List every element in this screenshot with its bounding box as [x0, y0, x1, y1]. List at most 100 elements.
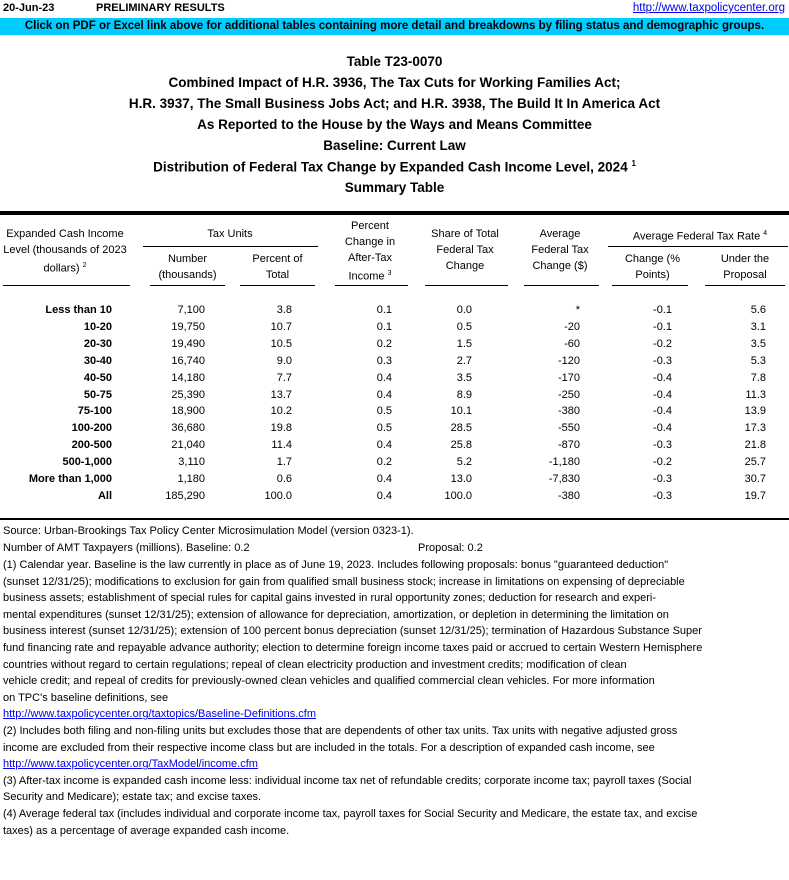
cell-income-level: 30-40 — [83, 354, 112, 367]
footnote-ref: 3 — [387, 270, 392, 277]
cell-rate-under-proposal: 5.3 — [750, 354, 766, 367]
cell-number: 16,740 — [171, 354, 205, 367]
title-text: Combined Impact of H.R. 3936, The Tax Cu… — [168, 75, 621, 90]
footnote-line: on TPC's baseline definitions, see — [3, 691, 169, 704]
footnote-line: mental expenditures (sunset 12/31/25); e… — [3, 608, 669, 621]
cell-rate-under-proposal: 11.3 — [745, 388, 766, 401]
cell-rate-under-proposal: 30.7 — [744, 473, 766, 485]
cell-rate-change: -0.2 — [653, 456, 672, 469]
cell-number: 185,290 — [165, 489, 205, 502]
title-line: Table T23-0070 — [0, 54, 789, 69]
cell-pct-change-after-tax: 0.1 — [376, 320, 392, 333]
footnote-line: (sunset 12/31/25); modifications to excl… — [3, 575, 685, 588]
cell-avg-tax-change: -7,830 — [548, 473, 580, 485]
footnote-line: countries without regard to certain regu… — [3, 658, 627, 671]
cell-pct-change-after-tax: 0.4 — [376, 439, 392, 452]
header-rule — [0, 211, 789, 215]
tpc-link[interactable]: http://www.taxpolicycenter.org — [632, 2, 785, 14]
cell-income-level: Less than 10 — [45, 304, 112, 316]
cell-number: 21,040 — [171, 439, 205, 452]
cell-rate-under-proposal: 3.1 — [750, 320, 766, 333]
cell-number: 14,180 — [171, 371, 205, 384]
cell-pct-change-after-tax: 0.2 — [376, 456, 392, 469]
cell-number: 25,390 — [171, 388, 205, 401]
column-underline — [240, 285, 315, 286]
title-text: Summary Table — [344, 180, 445, 195]
cell-pct-change-after-tax: 0.4 — [376, 489, 392, 502]
col-avg-rate: Average Federal Tax Rate 4 — [610, 226, 789, 245]
cell-share-of-change: 0.5 — [456, 320, 472, 333]
cell-rate-under-proposal: 25.7 — [744, 456, 766, 469]
cell-percent-of-total: 100.0 — [264, 489, 292, 502]
cell-number: 36,680 — [171, 422, 205, 435]
cell-share-of-change: 2.7 — [456, 354, 472, 367]
cell-income-level: 50-75 — [83, 388, 112, 401]
cell-rate-change: -0.4 — [653, 371, 672, 384]
cell-share-of-change: 3.5 — [456, 371, 472, 384]
col-rate-change: Change (% Points) — [624, 253, 681, 281]
title-line: Distribution of Federal Tax Change by Ex… — [0, 159, 789, 175]
footnote-link[interactable]: http://www.taxpolicycenter.org/TaxModel/… — [3, 758, 258, 771]
cell-pct-change-after-tax: 0.4 — [376, 388, 392, 401]
column-underline — [425, 285, 508, 286]
column-underline — [150, 285, 225, 286]
footnote-ref: 2 — [82, 262, 87, 269]
cell-number: 19,490 — [171, 337, 205, 350]
cell-pct-change-after-tax: 0.4 — [376, 473, 392, 485]
col-avg-rate-label: Average Federal Tax Rate — [632, 230, 761, 243]
cell-share-of-change: 10.1 — [450, 405, 472, 418]
cell-rate-change: -0.4 — [653, 422, 672, 435]
cell-avg-tax-change: -380 — [557, 405, 580, 418]
cell-share-of-change: 13.0 — [450, 473, 472, 485]
title-line: Combined Impact of H.R. 3936, The Tax Cu… — [0, 75, 789, 90]
footnote-ref: 4 — [763, 230, 768, 237]
underline — [608, 246, 788, 247]
cell-avg-tax-change: -20 — [564, 320, 580, 333]
banner: Click on PDF or Excel link above for add… — [0, 18, 789, 35]
cell-number: 1,180 — [177, 473, 205, 485]
cell-rate-under-proposal: 17.3 — [744, 422, 766, 435]
col-pct-change: Percent Change in After-Tax Income 3 — [332, 218, 408, 285]
cell-rate-change: -0.1 — [653, 304, 672, 316]
cell-pct-change-after-tax: 0.2 — [376, 337, 392, 350]
amt-note: Number of AMT Taxpayers (millions). Base… — [3, 542, 250, 554]
title-text: Baseline: Current Law — [323, 138, 466, 153]
footnote-line: (3) After-tax income is expanded cash in… — [3, 774, 692, 787]
cell-percent-of-total: 11.4 — [271, 439, 292, 452]
cell-percent-of-total: 7.7 — [276, 371, 292, 384]
cell-rate-change: -0.3 — [653, 439, 672, 452]
cell-income-level: 500-1,000 — [62, 456, 112, 469]
cell-rate-change: -0.1 — [653, 320, 672, 333]
cell-income-level: 75-100 — [77, 405, 112, 418]
cell-pct-change-after-tax: 0.5 — [376, 422, 392, 435]
footnote-line: income are excluded from their respectiv… — [3, 741, 655, 754]
cell-rate-under-proposal: 5.6 — [750, 304, 766, 316]
cell-income-level: 200-500 — [71, 439, 112, 452]
cell-income-level: 10-20 — [83, 320, 112, 333]
title-text: Distribution of Federal Tax Change by Ex… — [153, 159, 628, 175]
cell-pct-change-after-tax: 0.5 — [376, 405, 392, 418]
footnote-line: (4) Average federal tax (includes indivi… — [3, 808, 698, 820]
footnote-link[interactable]: http://www.taxpolicycenter.org/taxtopics… — [3, 708, 317, 721]
cell-share-of-change: 1.5 — [456, 337, 472, 350]
cell-percent-of-total: 9.0 — [276, 354, 292, 367]
cell-rate-under-proposal: 21.8 — [744, 439, 766, 452]
cell-rate-change: -0.4 — [653, 405, 672, 418]
title-text: Table T23-0070 — [346, 54, 443, 69]
cell-percent-of-total: 10.7 — [270, 320, 292, 333]
cell-income-level: 100-200 — [71, 422, 112, 435]
cell-avg-tax-change: -120 — [557, 354, 580, 367]
cell-avg-tax-change: -250 — [557, 388, 580, 401]
title-line: H.R. 3937, The Small Business Jobs Act; … — [0, 96, 789, 111]
cell-pct-change-after-tax: 0.3 — [376, 354, 392, 367]
title-line: As Reported to the House by the Ways and… — [0, 117, 789, 132]
cell-avg-tax-change: -60 — [564, 337, 580, 350]
column-underline — [3, 285, 130, 286]
cell-share-of-change: 5.2 — [456, 456, 472, 469]
col-income: Expanded Cash Income Level (thousands of… — [0, 226, 130, 277]
cell-percent-of-total: 3.8 — [276, 304, 292, 316]
cell-number: 19,750 — [171, 320, 205, 333]
cell-rate-under-proposal: 3.5 — [750, 337, 766, 350]
cell-rate-change: -0.4 — [653, 388, 672, 401]
cell-rate-under-proposal: 19.7 — [744, 489, 766, 502]
